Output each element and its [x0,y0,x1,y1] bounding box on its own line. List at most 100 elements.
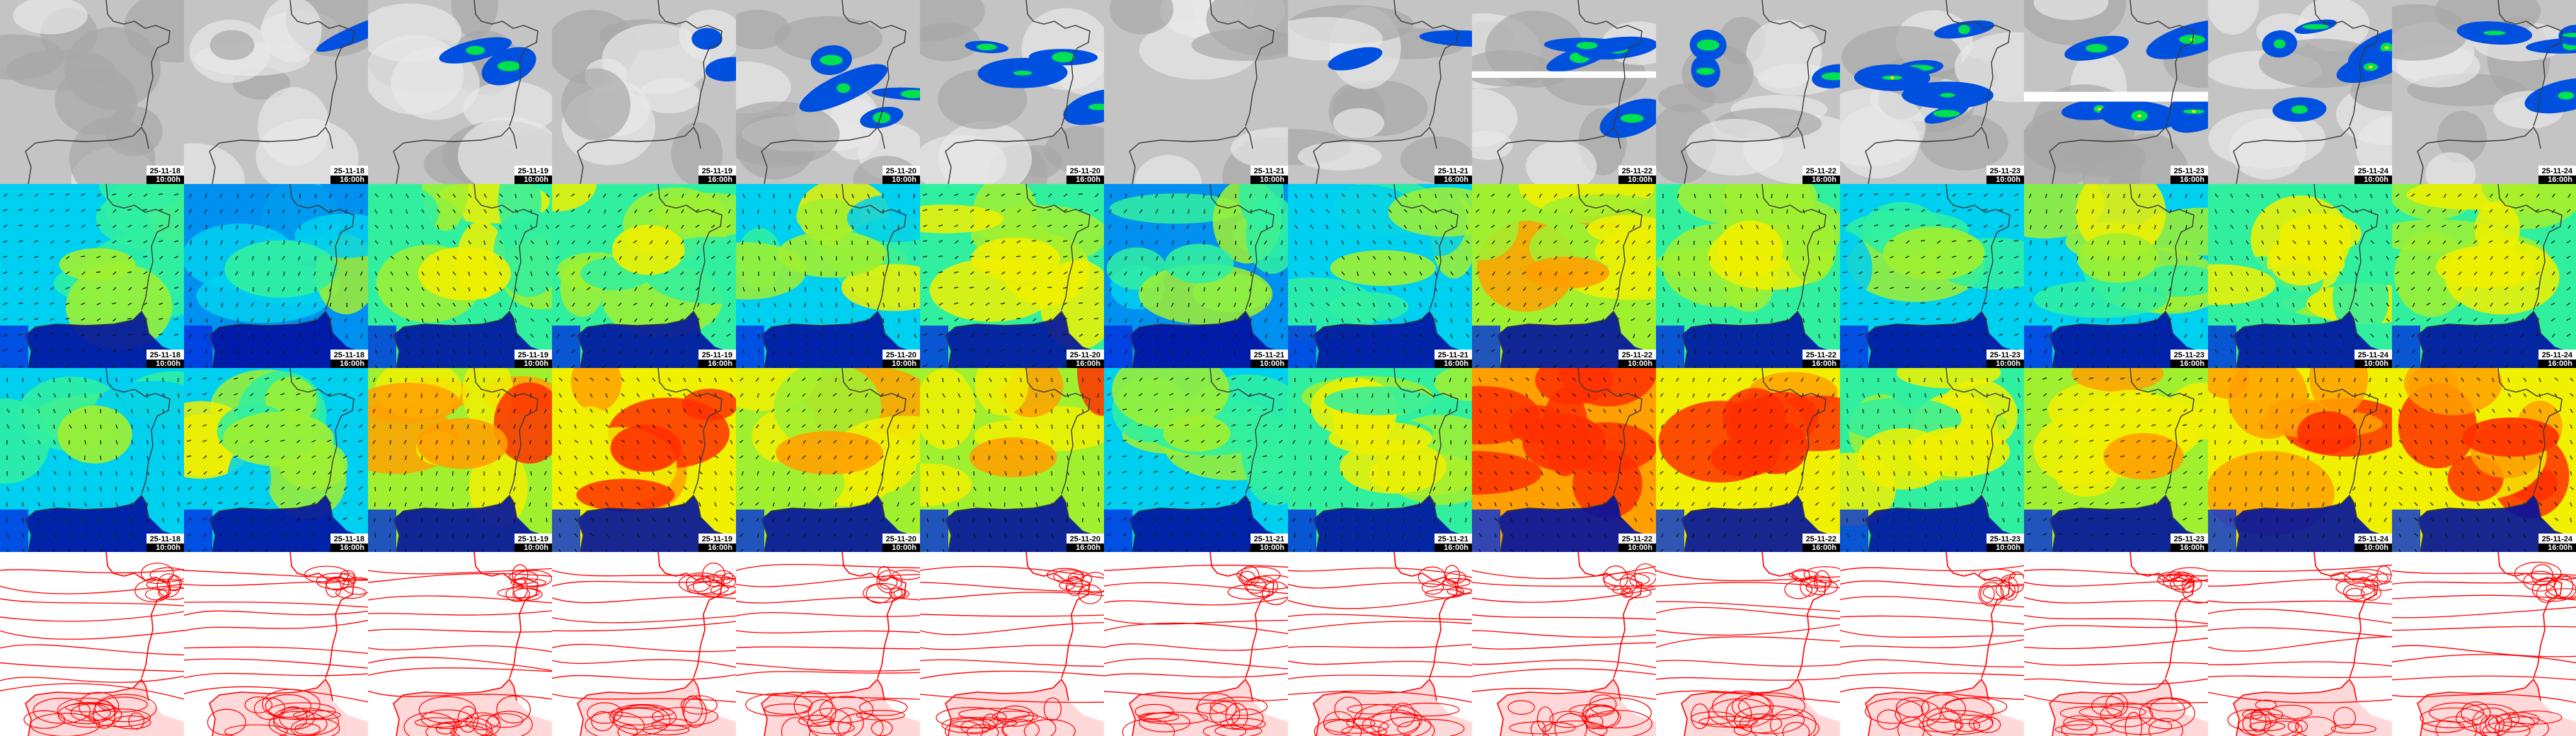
timestamp-label: 25-11-22 16:00h [1802,534,1840,552]
map-pressure-image [2392,552,2576,736]
timestamp-date: 25-11-18 [333,351,364,360]
timestamp-label: 25-11-23 16:00h [2170,166,2208,184]
map-tile-clouds-precip: 25-11-24 16:00h [2392,0,2576,184]
timestamp-label: 25-11-24 10:00h [2354,166,2392,184]
timestamp-label: 25-11-18 16:00h [330,534,368,552]
timestamp-hour: 10:00h [146,176,184,184]
map-pressure-image [920,552,1104,736]
timestamp-label: 25-11-19 10:00h [514,534,552,552]
timestamp-label: 25-11-23 10:00h [1986,534,2024,552]
timestamp-date: 25-11-23 [2173,167,2204,176]
map-wind-gust-image [1656,368,1840,552]
map-wind-gust-image [920,368,1104,552]
timestamp-date: 25-11-19 [701,351,732,360]
timestamp-date: 25-11-20 [885,535,916,544]
timestamp-date: 25-11-18 [149,167,180,176]
timestamp-hour: 10:00h [514,360,552,368]
timestamp-date: 25-11-19 [517,535,548,544]
timestamp-hour: 16:00h [2170,360,2208,368]
map-pressure-image [0,552,184,736]
timestamp-date: 25-11-18 [333,167,364,176]
timestamp-label: 25-11-20 16:00h [1066,350,1104,368]
map-pressure-image [1288,552,1472,736]
map-wind-mean-image [1472,184,1656,368]
timestamp-date: 25-11-19 [517,167,548,176]
timestamp-hour: 10:00h [146,360,184,368]
map-pressure-image [1104,552,1288,736]
map-wind-mean-image [2208,184,2392,368]
timestamp-hour: 16:00h [1434,360,1472,368]
timestamp-date: 25-11-19 [517,351,548,360]
map-tile-wind-gust: 25-11-22 16:00h [1656,368,1840,552]
timestamp-hour: 16:00h [1802,176,1840,184]
timestamp-label: 25-11-18 10:00h [146,166,184,184]
timestamp-label: 25-11-24 16:00h [2538,166,2576,184]
map-pressure-image [184,552,368,736]
map-tile-clouds-precip: 25-11-21 16:00h [1288,0,1472,184]
timestamp-date: 25-11-24 [2357,351,2388,360]
timestamp-label: 25-11-21 10:00h [1250,166,1288,184]
timestamp-hour: 10:00h [882,360,920,368]
map-tile-wind-mean: 25-11-18 10:00h [0,184,184,368]
map-tile-wind-mean: 25-11-24 16:00h [2392,184,2576,368]
map-wind-gust-image [0,368,184,552]
timestamp-date: 25-11-21 [1437,535,1468,544]
map-clouds-precip-image [0,0,184,184]
timestamp-date: 25-11-21 [1437,351,1468,360]
timestamp-date: 25-11-19 [701,167,732,176]
map-tile-wind-mean: 25-11-21 16:00h [1288,184,1472,368]
map-wind-mean-image [552,184,736,368]
map-wind-gust-image [1104,368,1288,552]
map-clouds-precip-image [1656,0,1840,184]
timestamp-label: 25-11-19 10:00h [514,166,552,184]
map-wind-mean-image [184,184,368,368]
timestamp-date: 25-11-21 [1253,167,1284,176]
map-tile-wind-mean: 25-11-20 10:00h [736,184,920,368]
timestamp-date: 25-11-19 [701,535,732,544]
timestamp-date: 25-11-18 [149,351,180,360]
map-clouds-precip-image [736,0,920,184]
map-tile-clouds-precip: 25-11-18 16:00h [184,0,368,184]
timestamp-hour: 16:00h [2538,176,2576,184]
timestamp-hour: 16:00h [2538,360,2576,368]
timestamp-date: 25-11-18 [149,535,180,544]
map-tile-wind-gust: 25-11-19 10:00h [368,368,552,552]
map-tile-wind-gust: 25-11-19 16:00h [552,368,736,552]
timestamp-hour: 16:00h [330,360,368,368]
timestamp-date: 25-11-21 [1437,167,1468,176]
timestamp-hour: 10:00h [882,544,920,552]
timestamp-hour: 16:00h [1066,176,1104,184]
map-tile-wind-gust: 25-11-18 10:00h [0,368,184,552]
map-wind-mean-image [1288,184,1472,368]
map-clouds-precip-image [1840,0,2024,184]
timestamp-label: 25-11-20 10:00h [882,350,920,368]
map-wind-gust-image [1288,368,1472,552]
map-tile-wind-mean: 25-11-22 16:00h [1656,184,1840,368]
timestamp-label: 25-11-21 16:00h [1434,166,1472,184]
map-tile-clouds-precip: 25-11-20 16:00h [920,0,1104,184]
timestamp-label: 25-11-22 10:00h [1618,166,1656,184]
map-wind-gust-image [368,368,552,552]
timestamp-date: 25-11-21 [1253,351,1284,360]
timestamp-label: 25-11-22 10:00h [1618,534,1656,552]
timestamp-label: 25-11-18 16:00h [330,350,368,368]
map-pressure-image [1472,552,1656,736]
map-pressure-image [368,552,552,736]
timestamp-hour: 10:00h [2354,360,2392,368]
timestamp-label: 25-11-24 16:00h [2538,350,2576,368]
map-pressure-image [1840,552,2024,736]
timestamp-hour: 10:00h [2354,544,2392,552]
timestamp-date: 25-11-22 [1621,167,1652,176]
timestamp-label: 25-11-18 10:00h [146,350,184,368]
map-clouds-precip-image [2392,0,2576,184]
timestamp-label: 25-11-21 10:00h [1250,350,1288,368]
timestamp-hour: 10:00h [146,544,184,552]
timestamp-date: 25-11-21 [1253,535,1284,544]
map-clouds-precip-image [368,0,552,184]
